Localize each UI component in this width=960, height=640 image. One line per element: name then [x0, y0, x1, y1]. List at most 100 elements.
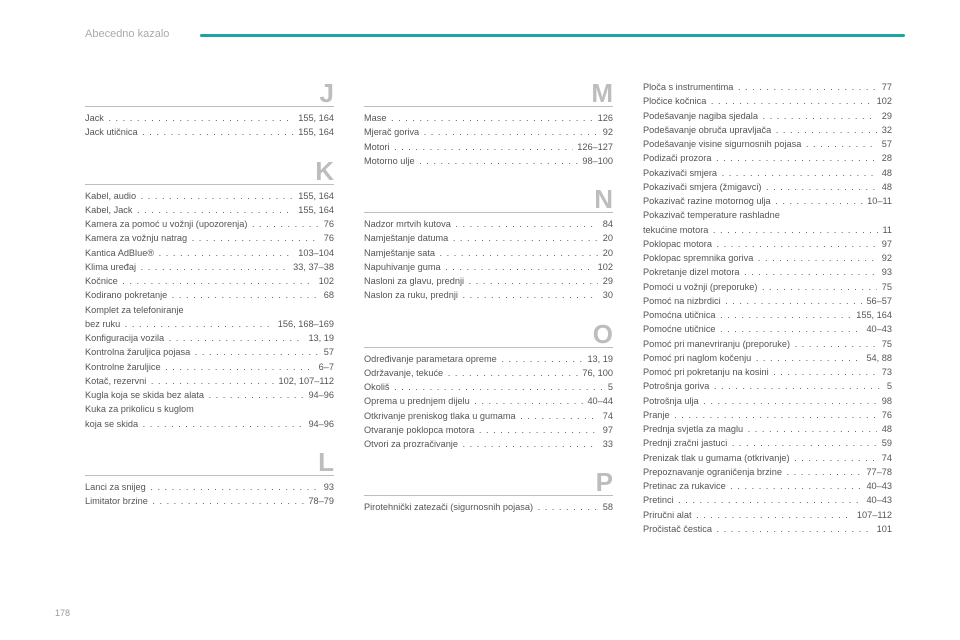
entry-page: 74: [600, 409, 613, 423]
entry-dots: . . . . . . . . . . . . . . . . . . . . …: [394, 380, 603, 394]
entry-page: 20: [600, 246, 613, 260]
entry-label: Kabel, audio: [85, 189, 139, 203]
entry-label: Pokazivači smjera: [643, 166, 720, 180]
entry-page: 40–43: [864, 322, 892, 336]
entry-page: 28: [879, 151, 892, 165]
index-entry: Prenizak tlak u gumama (otkrivanje) . . …: [643, 451, 892, 465]
entry-label: Poklopac spremnika goriva: [643, 251, 756, 265]
entry-dots: . . . . . . . . . . . . . . . . . . . . …: [716, 151, 877, 165]
index-entry: Kamera za vožnju natrag . . . . . . . . …: [85, 231, 334, 245]
entry-label: Nasloni za glavu, prednji: [364, 274, 467, 288]
entry-page: 98–100: [580, 154, 613, 168]
entry-dots: . . . . . . . . . . . . . . . . . . . . …: [195, 345, 319, 359]
entry-page: 75: [879, 280, 892, 294]
entry-dots: . . . . . . . . . . . . . . . . . . . . …: [744, 265, 877, 279]
entry-dots: . . . . . . . . . . . . . . . . . . . . …: [730, 479, 862, 493]
entry-page: 56–57: [864, 294, 892, 308]
entry-dots: . . . . . . . . . . . . . . . . . . . . …: [159, 246, 294, 260]
entry-page: 40–43: [864, 479, 892, 493]
entry-page: 92: [879, 251, 892, 265]
index-column: Ploča s instrumentima . . . . . . . . . …: [643, 80, 892, 580]
index-entry: Jack utičnica . . . . . . . . . . . . . …: [85, 125, 334, 139]
index-entry: Motorno ulje . . . . . . . . . . . . . .…: [364, 154, 613, 168]
entry-label: Prednja svjetla za maglu: [643, 422, 746, 436]
entry-label: Jack utičnica: [85, 125, 140, 139]
entry-label: Otvaranje poklopca motora: [364, 423, 477, 437]
index-entry: Kantica AdBlue® . . . . . . . . . . . . …: [85, 246, 334, 260]
entry-label: Namještanje datuma: [364, 231, 451, 245]
index-entry: Komplet za telefoniranje: [85, 303, 334, 317]
entry-page: 77: [879, 80, 892, 94]
entry-dots: . . . . . . . . . . . . . . . . . . . . …: [479, 423, 598, 437]
entry-dots: . . . . . . . . . . . . . . . . . . . . …: [795, 337, 878, 351]
entry-dots: . . . . . . . . . . . . . . . . . . . . …: [696, 508, 852, 522]
entry-label: Pokazivači smjera (žmigavci): [643, 180, 764, 194]
entry-label: Održavanje, tekuće: [364, 366, 446, 380]
entry-page: 57: [321, 345, 334, 359]
index-entry: Pomoćne utičnice . . . . . . . . . . . .…: [643, 322, 892, 336]
entry-page: 74: [879, 451, 892, 465]
entry-page: 32: [879, 123, 892, 137]
index-columns: J Jack . . . . . . . . . . . . . . . . . …: [85, 80, 892, 580]
index-entry: Namještanje sata . . . . . . . . . . . .…: [364, 246, 613, 260]
entry-page: 76: [321, 231, 334, 245]
entry-dots: . . . . . . . . . . . . . . . . . . . . …: [711, 94, 872, 108]
entry-label: Kontrolna žaruljica pojasa: [85, 345, 193, 359]
index-entry: koja se skida . . . . . . . . . . . . . …: [85, 417, 334, 431]
index-entry: Mjerač goriva . . . . . . . . . . . . . …: [364, 125, 613, 139]
index-entry: Otvaranje poklopca motora . . . . . . . …: [364, 423, 613, 437]
entry-page: 33: [600, 437, 613, 451]
entry-label: Podizači prozora: [643, 151, 714, 165]
entry-page: 58: [600, 500, 613, 514]
entry-label: Kugla koja se skida bez alata: [85, 388, 207, 402]
entry-page: 11: [880, 223, 892, 237]
entry-dots: . . . . . . . . . . . . . . . . . . . . …: [713, 223, 878, 237]
entry-page: 155, 164: [854, 308, 892, 322]
entry-label: Jack: [85, 111, 106, 125]
entry-label: Pomoći u vožnji (preporuke): [643, 280, 760, 294]
index-entry: Kuka za prikolicu s kuglom: [85, 402, 334, 416]
entry-dots: . . . . . . . . . . . . . . . . . . . . …: [501, 352, 583, 366]
section-letter: J: [85, 80, 334, 107]
entry-page: 29: [879, 109, 892, 123]
entry-dots: . . . . . . . . . . . . . . . . . . . . …: [424, 125, 599, 139]
entry-page: 101: [874, 522, 892, 536]
entry-page: 156, 168–169: [275, 317, 334, 331]
index-entry: Pirotehnički zatezači (sigurnosnih pojas…: [364, 500, 613, 514]
index-entry: Kamera za pomoć u vožnji (upozorenja) . …: [85, 217, 334, 231]
index-entry: Kugla koja se skida bez alata . . . . . …: [85, 388, 334, 402]
entry-dots: . . . . . . . . . . . . . . . . . . . . …: [756, 351, 862, 365]
entry-page: 102: [595, 260, 613, 274]
entry-dots: . . . . . . . . . . . . . . . . . . . . …: [720, 308, 852, 322]
index-entry: Napuhivanje guma . . . . . . . . . . . .…: [364, 260, 613, 274]
entry-dots: . . . . . . . . . . . . . . . . . . . . …: [762, 280, 877, 294]
entry-page: 103–104: [296, 246, 334, 260]
entry-label: Otvori za prozračivanje: [364, 437, 461, 451]
entry-label: Motori: [364, 140, 392, 154]
entry-dots: . . . . . . . . . . . . . . . . . . . . …: [732, 436, 877, 450]
entry-page: 155, 164: [296, 203, 334, 217]
entry-page: 13, 19: [306, 331, 334, 345]
entry-page: 97: [879, 237, 892, 251]
entry-page: 48: [879, 166, 892, 180]
index-entry: Naslon za ruku, prednji . . . . . . . . …: [364, 288, 613, 302]
entry-dots: . . . . . . . . . . . . . . . . . . . . …: [445, 260, 593, 274]
entry-label: Mjerač goriva: [364, 125, 422, 139]
entry-dots: . . . . . . . . . . . . . . . . . . . . …: [448, 366, 578, 380]
entry-page: 75: [879, 337, 892, 351]
entry-dots: . . . . . . . . . . . . . . . . . . . . …: [763, 109, 878, 123]
entry-label: Okoliš: [364, 380, 392, 394]
entry-page: 59: [879, 436, 892, 450]
entry-dots: . . . . . . . . . . . . . . . . . . . . …: [150, 480, 319, 494]
entry-dots: . . . . . . . . . . . . . . . . . . . . …: [108, 111, 293, 125]
index-entry: Priručni alat . . . . . . . . . . . . . …: [643, 508, 892, 522]
entry-dots: . . . . . . . . . . . . . . . . . . . . …: [722, 166, 878, 180]
entry-label: Podešavanje nagiba sjedala: [643, 109, 761, 123]
entry-label: Pirotehnički zatezači (sigurnosnih pojas…: [364, 500, 536, 514]
entry-label: tekućine motora: [643, 223, 711, 237]
entry-dots: . . . . . . . . . . . . . . . . . . . . …: [738, 80, 877, 94]
entry-label: Mase: [364, 111, 389, 125]
entry-dots: . . . . . . . . . . . . . . . . . . . . …: [192, 231, 320, 245]
entry-dots: . . . . . . . . . . . . . . . . . . . . …: [152, 494, 304, 508]
entry-dots: . . . . . . . . . . . . . . . . . . . . …: [469, 274, 599, 288]
